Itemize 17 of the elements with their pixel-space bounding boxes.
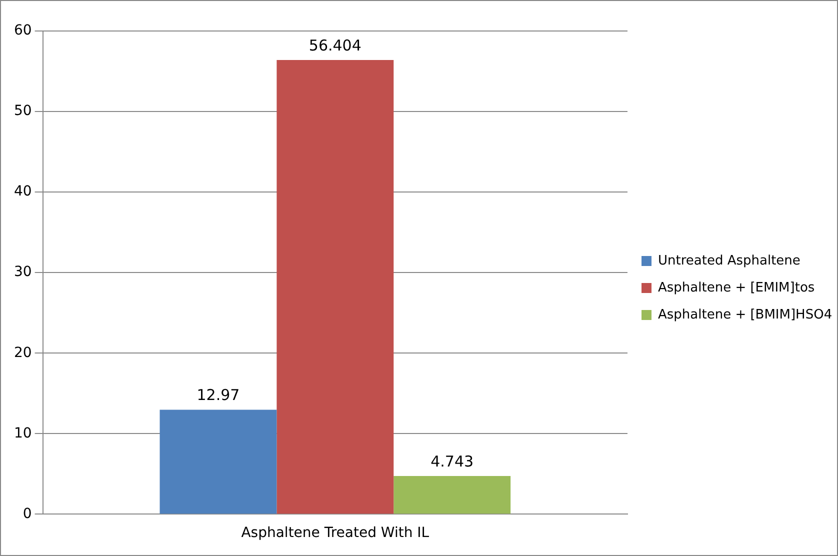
bar [160, 410, 277, 514]
data-label: 56.404 [308, 36, 362, 54]
data-label: 12.97 [196, 386, 240, 404]
legend-label: Asphaltene + [BMIM]HSO4 [658, 307, 832, 322]
y-tick-label: 20 [14, 344, 32, 361]
bar [394, 476, 511, 514]
y-tick-label: 30 [14, 264, 32, 280]
x-tick-label: Asphaltene Treated With IL [241, 525, 430, 542]
y-tick-label: 0 [22, 506, 32, 522]
bar [276, 60, 394, 514]
legend-label: Untreated Asphaltene [658, 253, 800, 268]
legend-label: Asphaltene + [EMIM]tos [658, 280, 815, 296]
y-tick-label: 50 [14, 103, 32, 120]
y-tick-label: 10 [14, 425, 32, 442]
y-tick-label: 60 [14, 22, 32, 39]
data-label: 4.743 [430, 452, 474, 470]
y-tick-label: 40 [14, 184, 32, 200]
